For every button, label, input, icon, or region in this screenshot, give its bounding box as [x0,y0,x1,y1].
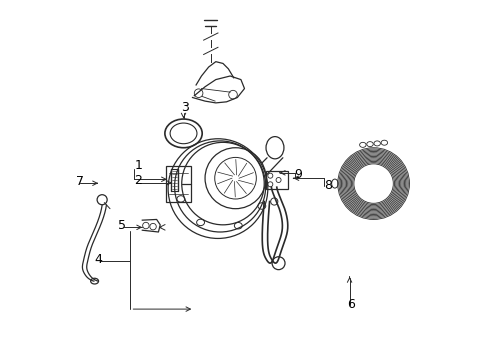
Text: 7: 7 [76,175,84,188]
Text: 8: 8 [324,179,331,192]
Bar [265,171,287,189]
Text: 3: 3 [180,101,188,114]
Bar [165,166,191,202]
Text: 2: 2 [134,174,142,187]
Text: 9: 9 [294,168,302,181]
Text: 5: 5 [118,219,126,232]
Text: 6: 6 [346,298,354,311]
Text: 1: 1 [134,159,142,172]
Text: 4: 4 [94,253,102,266]
